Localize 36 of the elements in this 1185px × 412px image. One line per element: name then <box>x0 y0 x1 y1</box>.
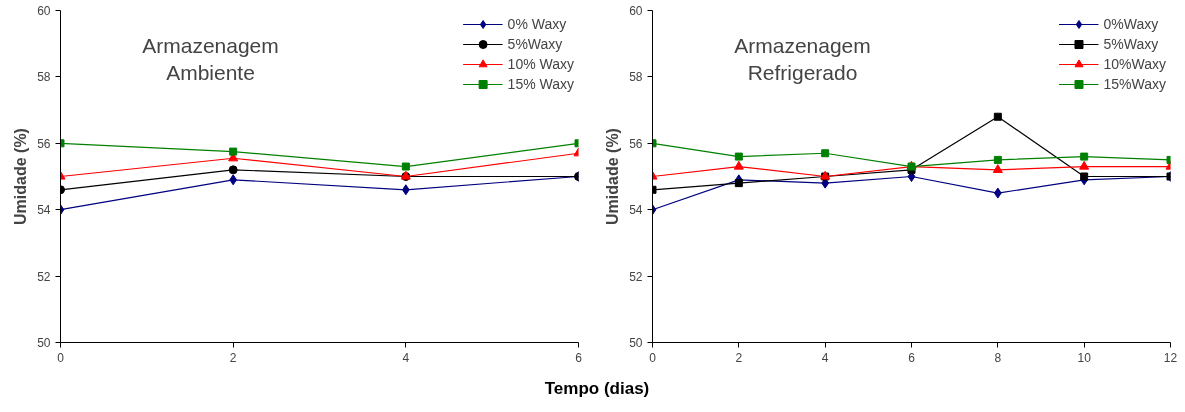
y-tick-label: 58 <box>629 70 643 85</box>
y-tick-label: 60 <box>37 4 51 18</box>
legend-label: 0%Waxy <box>1103 16 1159 32</box>
x-axis-title: Tempo (dias) <box>544 378 650 400</box>
text: Armazenagem Refrigerado <box>734 33 871 85</box>
x-tick-label: 2 <box>229 350 237 365</box>
legend-label: 0% Waxy <box>507 16 567 32</box>
legend-label: 15% Waxy <box>507 76 574 92</box>
y-tick-label: 50 <box>37 336 51 350</box>
legend-label: 15%Waxy <box>1103 76 1166 92</box>
text: Armazenagem Ambiente <box>142 33 279 85</box>
y-tick-label: 50 <box>629 336 643 350</box>
x-tick-label: 12 <box>1163 350 1178 365</box>
legend-label: 5%Waxy <box>507 36 563 52</box>
y-axis-title: Umidade (%) <box>604 128 622 225</box>
x-tick-label: 6 <box>575 350 583 365</box>
x-tick-label: 4 <box>821 350 829 365</box>
x-tick-label: 4 <box>402 350 410 365</box>
y-tick-label: 54 <box>629 203 643 218</box>
y-tick-label: 56 <box>37 136 51 151</box>
x-tick-label: 10 <box>1077 350 1092 365</box>
legend-label: 10%Waxy <box>1103 56 1166 72</box>
y-tick-label: 56 <box>629 136 643 151</box>
x-tick-label: 0 <box>57 350 65 365</box>
y-tick-label: 52 <box>37 269 51 284</box>
y-axis-title: Umidade (%) <box>12 128 30 225</box>
legend-label: 10% Waxy <box>507 56 574 72</box>
y-tick-label: 60 <box>629 4 643 18</box>
y-tick-label: 52 <box>629 269 643 284</box>
y-tick-label: 54 <box>37 203 51 218</box>
x-tick-label: 6 <box>908 350 916 365</box>
y-tick-label: 58 <box>37 70 51 85</box>
x-tick-label: 0 <box>649 350 657 365</box>
legend-label: 5%Waxy <box>1103 36 1159 52</box>
x-tick-label: 2 <box>735 350 743 365</box>
x-tick-label: 8 <box>994 350 1002 365</box>
